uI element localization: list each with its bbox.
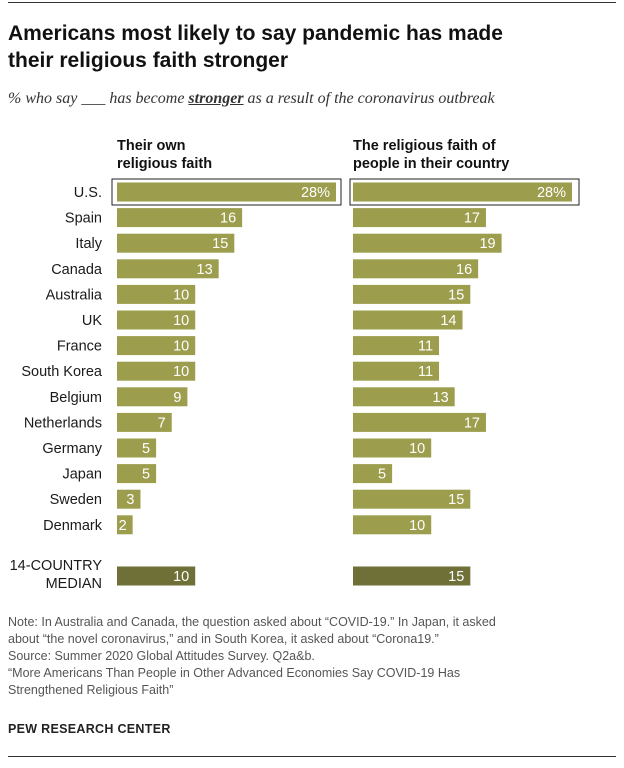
bar — [117, 464, 157, 484]
bar — [117, 412, 172, 432]
median-bar — [117, 566, 196, 586]
bar — [353, 208, 486, 228]
bar-value-label: 28% — [301, 185, 330, 201]
bar-value-label: 15 — [212, 236, 228, 252]
median-bar — [353, 566, 471, 586]
bar-value-label: 13 — [197, 262, 213, 278]
bottom-rule — [8, 756, 616, 757]
bar-value-label: 17 — [464, 415, 480, 431]
bar-value-label: 5 — [142, 467, 150, 483]
bar-value-label: 5 — [142, 441, 150, 457]
bar-value-label: 7 — [158, 415, 166, 431]
bar-value-label: 10 — [173, 364, 189, 380]
bar — [117, 515, 133, 535]
subtitle-emphasis: stronger — [188, 90, 244, 107]
bar — [353, 233, 502, 253]
highlight-box — [111, 178, 342, 206]
bar — [117, 233, 235, 253]
bar — [117, 387, 188, 407]
bar — [353, 259, 479, 279]
bar — [117, 489, 141, 509]
bar-value-label: 14 — [440, 313, 456, 329]
series-header-2-line-1: The religious faith of — [353, 138, 496, 154]
bar-value-label: 10 — [409, 518, 425, 534]
report-title-line-2: Strengthened Religious Faith” — [8, 683, 174, 697]
category-label: Australia — [46, 287, 103, 303]
bar — [117, 438, 157, 458]
category-label: France — [57, 339, 102, 355]
bar-value-label: 10 — [173, 287, 189, 303]
bar-value-label: 19 — [479, 236, 495, 252]
bar-value-label: 3 — [126, 492, 134, 508]
bar — [117, 208, 243, 228]
report-title-line-1: “More Americans Than People in Other Adv… — [8, 666, 461, 680]
bar — [117, 336, 196, 356]
category-label: Denmark — [43, 518, 103, 534]
bar — [353, 412, 486, 432]
bar-chart: Their own religious faith The religious fa… — [10, 138, 580, 592]
category-label: Belgium — [50, 390, 102, 406]
bar-value-label: 17 — [464, 211, 480, 227]
bar-value-label: 10 — [173, 339, 189, 355]
bar-value-label: 11 — [418, 339, 433, 355]
category-label: Japan — [62, 467, 102, 483]
series-header-2-line-2: people in their country — [353, 156, 509, 172]
bar-value-label: 10 — [173, 313, 189, 329]
category-label: Netherlands — [24, 415, 102, 431]
bar — [353, 489, 471, 509]
org-credit: PEW RESEARCH CENTER — [8, 722, 171, 736]
bar — [353, 387, 455, 407]
chart-subtitle: % who say ___ has become stronger as a r… — [8, 88, 608, 110]
series-header-1-line-1: Their own — [117, 138, 185, 154]
median-label-line-1: 14-COUNTRY — [10, 558, 103, 574]
bar-value-label: 10 — [409, 441, 425, 457]
chart-title-line-1: Americans most likely to say pandemic ha… — [8, 22, 503, 45]
bar — [353, 438, 432, 458]
subtitle-post: as a result of the coronavirus outbreak — [243, 90, 495, 107]
median-label-line-2: MEDIAN — [46, 576, 102, 592]
bar — [353, 182, 572, 202]
series-header-1-line-2: religious faith — [117, 156, 212, 172]
bar-value-label: 16 — [220, 211, 236, 227]
bar — [117, 310, 196, 330]
bar — [353, 515, 432, 535]
category-label: Spain — [65, 211, 102, 227]
note-line-1: Note: In Australia and Canada, the quest… — [8, 615, 496, 629]
bar — [117, 361, 196, 381]
bar-value-label: 11 — [418, 364, 433, 380]
highlight-box — [349, 178, 580, 206]
bar — [353, 361, 440, 381]
bar — [353, 310, 463, 330]
category-label: U.S. — [74, 185, 102, 201]
bar — [117, 182, 336, 202]
bar — [117, 259, 219, 279]
bar-value-label: 13 — [433, 390, 449, 406]
chart-title-line-2: their religious faith stronger — [8, 49, 289, 72]
category-label: Sweden — [50, 492, 102, 508]
bar-value-label: 28% — [537, 185, 566, 201]
category-label: Italy — [75, 236, 102, 252]
bar — [117, 284, 196, 304]
category-label: Germany — [42, 441, 102, 457]
bar-value-label: 15 — [448, 492, 464, 508]
subtitle-pre: % who say ___ has become — [8, 90, 189, 107]
bar — [353, 336, 440, 356]
chart-notes: Note: In Australia and Canada, the quest… — [8, 614, 616, 699]
category-label: Canada — [51, 262, 103, 278]
bar — [353, 464, 393, 484]
median-value-label: 10 — [173, 569, 189, 585]
median-value-label: 15 — [448, 569, 464, 585]
bar — [353, 284, 471, 304]
bar-value-label: 16 — [456, 262, 472, 278]
note-line-2: about “the novel coronavirus,” and in So… — [8, 632, 439, 646]
bar-value-label: 2 — [119, 518, 127, 534]
chart-title: Americans most likely to say pandemic ha… — [8, 20, 608, 74]
bar-value-label: 5 — [378, 467, 386, 483]
top-rule — [8, 2, 616, 3]
bar-value-label: 15 — [448, 287, 464, 303]
category-label: South Korea — [21, 364, 103, 380]
source-line: Source: Summer 2020 Global Attitudes Sur… — [8, 649, 315, 663]
bar-value-label: 9 — [173, 390, 181, 406]
category-label: UK — [82, 313, 102, 329]
